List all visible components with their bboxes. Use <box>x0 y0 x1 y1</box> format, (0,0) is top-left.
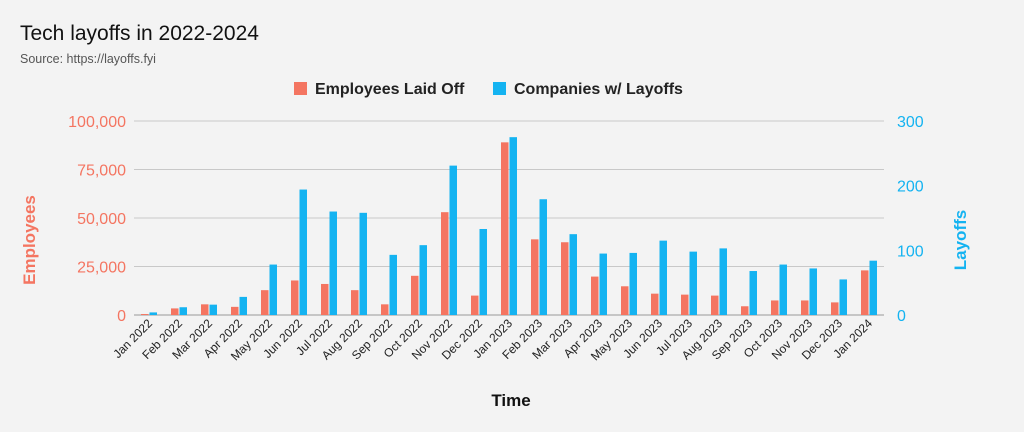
bar-companies-with-layoffs <box>539 199 547 315</box>
legend-swatch-companies <box>493 82 506 95</box>
y-tick-label-left: 50,000 <box>77 211 126 228</box>
bar-employees-laid-off <box>861 270 869 315</box>
bar-employees-laid-off <box>261 290 269 315</box>
x-axis-title: Time <box>491 391 530 410</box>
y-axis-title-left: Employees <box>20 195 39 285</box>
bar-employees-laid-off <box>561 242 569 315</box>
y-tick-label-right: 0 <box>897 308 906 325</box>
tick-labels: 025,00050,00075,000100,0000100200300Jan … <box>68 114 924 363</box>
chart-subtitle: Source: https://layoffs.fyi <box>20 52 156 66</box>
y-tick-label-right: 300 <box>897 114 924 131</box>
bar-companies-with-layoffs <box>479 228 487 315</box>
bar-companies-with-layoffs <box>749 271 757 315</box>
bar-employees-laid-off <box>621 286 629 315</box>
chart-title: Tech layoffs in 2022-2024 <box>20 22 259 45</box>
bar-employees-laid-off <box>801 300 809 315</box>
bar-companies-with-layoffs <box>689 251 697 315</box>
bar-companies-with-layoffs <box>509 137 517 315</box>
bar-employees-laid-off <box>501 142 509 315</box>
y-tick-label-right: 200 <box>897 179 924 196</box>
bar-employees-laid-off <box>411 275 419 315</box>
bar-employees-laid-off <box>711 295 719 315</box>
bar-employees-laid-off <box>681 294 689 315</box>
bar-companies-with-layoffs <box>809 268 817 315</box>
bar-employees-laid-off <box>741 306 749 315</box>
bar-companies-with-layoffs <box>269 264 277 315</box>
legend-label-employees: Employees Laid Off <box>315 81 465 98</box>
bar-companies-with-layoffs <box>389 254 397 315</box>
grid-lines <box>134 120 884 316</box>
bar-employees-laid-off <box>171 308 179 315</box>
bar-companies-with-layoffs <box>149 312 157 315</box>
bar-employees-laid-off <box>651 293 659 315</box>
bar-employees-laid-off <box>201 304 209 315</box>
bar-companies-with-layoffs <box>209 304 217 315</box>
bar-employees-laid-off <box>321 283 329 315</box>
bar-companies-with-layoffs <box>179 307 187 315</box>
bar-employees-laid-off <box>231 306 239 315</box>
bar-companies-with-layoffs <box>629 252 637 315</box>
bar-employees-laid-off <box>591 276 599 315</box>
y-tick-label-left: 25,000 <box>77 260 126 277</box>
y-tick-label-left: 0 <box>117 308 126 325</box>
bar-companies-with-layoffs <box>449 165 457 315</box>
bar-companies-with-layoffs <box>569 234 577 315</box>
bar-companies-with-layoffs <box>779 264 787 315</box>
y-tick-label-right: 100 <box>897 243 924 260</box>
legend-swatch-employees <box>294 82 307 95</box>
bar-companies-with-layoffs <box>839 279 847 315</box>
y-tick-label-left: 100,000 <box>68 114 126 131</box>
bars <box>141 137 877 315</box>
bar-employees-laid-off <box>141 314 149 315</box>
y-tick-label-left: 75,000 <box>77 163 126 180</box>
bar-companies-with-layoffs <box>329 211 337 315</box>
bar-employees-laid-off <box>351 290 359 315</box>
bar-employees-laid-off <box>441 212 449 315</box>
bar-companies-with-layoffs <box>419 245 427 315</box>
bar-companies-with-layoffs <box>869 260 877 315</box>
bar-companies-with-layoffs <box>299 189 307 315</box>
bar-employees-laid-off <box>381 304 389 315</box>
y-axis-title-right: Layoffs <box>951 210 970 270</box>
bar-employees-laid-off <box>831 302 839 315</box>
bar-employees-laid-off <box>291 280 299 315</box>
bar-employees-laid-off <box>771 300 779 315</box>
bar-employees-laid-off <box>471 295 479 315</box>
bar-companies-with-layoffs <box>359 212 367 315</box>
bar-employees-laid-off <box>531 239 539 315</box>
bar-companies-with-layoffs <box>239 296 247 315</box>
bar-companies-with-layoffs <box>719 248 727 315</box>
legend-label-companies: Companies w/ Layoffs <box>514 81 683 98</box>
bar-companies-with-layoffs <box>599 253 607 315</box>
bar-companies-with-layoffs <box>659 240 667 315</box>
